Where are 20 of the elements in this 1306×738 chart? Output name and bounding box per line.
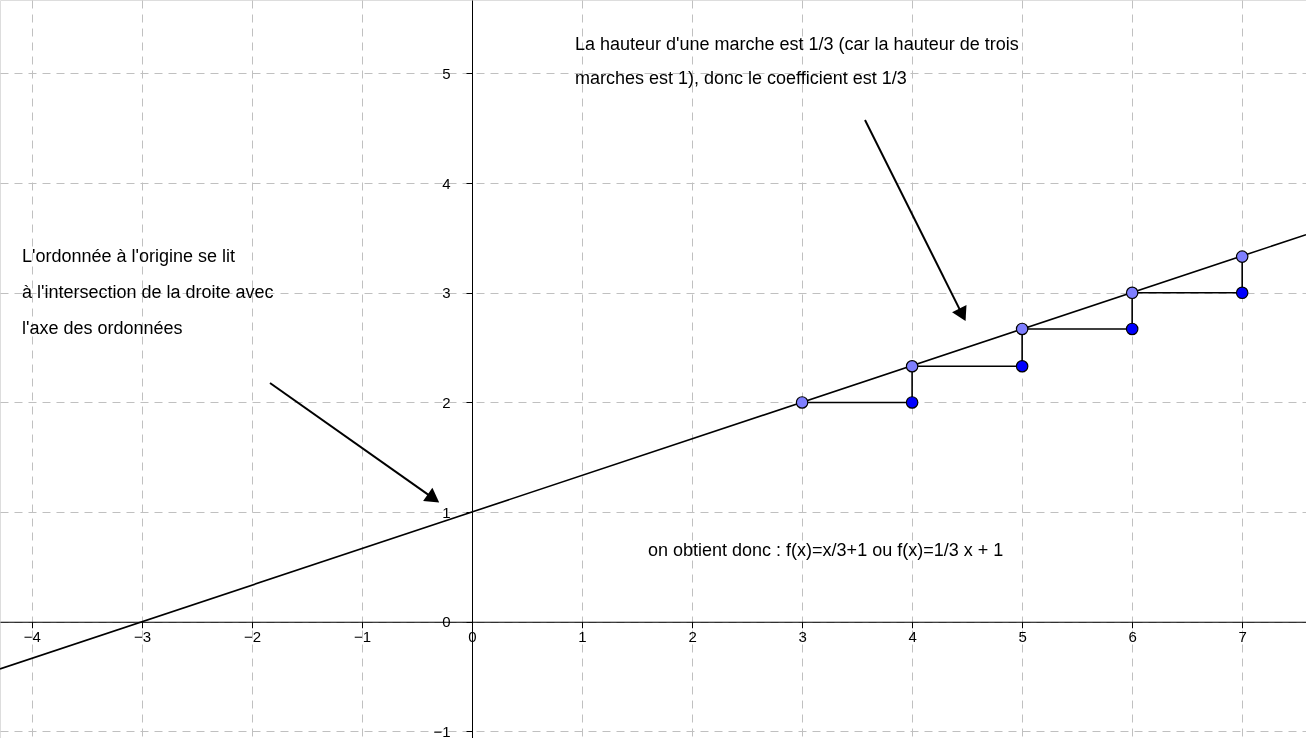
x-tick-label: 4 bbox=[908, 628, 917, 646]
x-tick-label: 5 bbox=[1018, 628, 1027, 646]
x-tick-label: −3 bbox=[133, 628, 151, 646]
annotation: La hauteur d'une marche est 1/3 (car la hauteur de trois marches est 1), donc le coefficient est 1/3 bbox=[575, 34, 1019, 88]
x-tick-label: 2 bbox=[688, 628, 697, 646]
annotation: L'ordonnée à l'origine se lit à l'intersection de la droite avec l'axe des ordonnées bbox=[22, 246, 274, 338]
y-tick-label: −1 bbox=[433, 722, 451, 738]
y-tick-label: 1 bbox=[442, 503, 451, 521]
y-tick-label: 2 bbox=[442, 393, 451, 411]
y-tick-label: 4 bbox=[442, 174, 451, 192]
y-tick-label: 5 bbox=[442, 64, 451, 82]
x-tick-label: −2 bbox=[243, 628, 262, 646]
x-tick-label: −1 bbox=[353, 628, 372, 646]
x-tick-label: −4 bbox=[23, 628, 41, 646]
x-tick-label: 3 bbox=[798, 628, 807, 646]
x-tick-label: 7 bbox=[1238, 628, 1247, 646]
annotation: on obtient donc : f(x)=x/3+1 ou f(x)=1/3 x + 1 bbox=[648, 540, 1004, 560]
y-tick-label: 3 bbox=[442, 284, 451, 302]
x-tick-label: 6 bbox=[1128, 628, 1137, 646]
x-tick-label: 1 bbox=[578, 628, 587, 646]
